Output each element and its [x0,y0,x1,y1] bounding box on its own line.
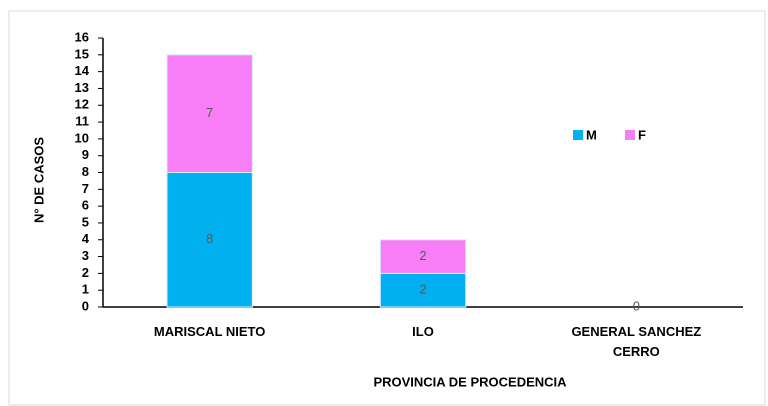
y-tick-label: 6 [82,198,89,213]
x-axis-title: PROVINCIA DE PROCEDENCIA [373,374,567,389]
bar-segment [166,172,253,308]
y-tick-label: 11 [75,114,89,129]
y-tick-label: 3 [82,248,89,263]
y-tick-label: 5 [82,214,89,229]
data-label: 2 [419,282,426,297]
y-tick-label: 4 [82,231,90,246]
y-tick-label: 1 [82,282,89,297]
y-tick-label: 0 [82,298,89,313]
y-tick-label: 7 [82,181,89,196]
y-tick-label: 9 [82,147,89,162]
x-tick-label: MARISCAL NIETO [153,324,266,339]
x-tick-label: GENERAL SANCHEZ CERRO [571,324,702,359]
bar-segment [379,239,467,274]
legend-label: M [586,127,597,142]
y-tick-label: 10 [75,130,89,145]
data-label: 8 [206,231,213,246]
y-axis-title: N° DE CASOS [31,137,46,223]
legend-swatch [573,130,583,140]
bar-segment [379,272,467,308]
y-tick-label: 15 [75,46,89,61]
y-tick-label: 2 [82,265,89,280]
y-tick-label: 14 [75,63,90,78]
y-tick-label: 16 [75,29,89,44]
legend-swatch [625,130,635,140]
legend-label: F [638,127,646,142]
y-tick-label: 8 [82,164,89,179]
data-label: 0 [633,298,640,313]
bar-segment [166,54,253,173]
y-tick-label: 13 [75,80,89,95]
x-tick-label: ILO [412,324,434,339]
data-label: 2 [419,248,426,263]
y-tick-label: 12 [75,97,89,112]
data-label: 7 [206,105,213,120]
chart-frame [8,10,766,406]
